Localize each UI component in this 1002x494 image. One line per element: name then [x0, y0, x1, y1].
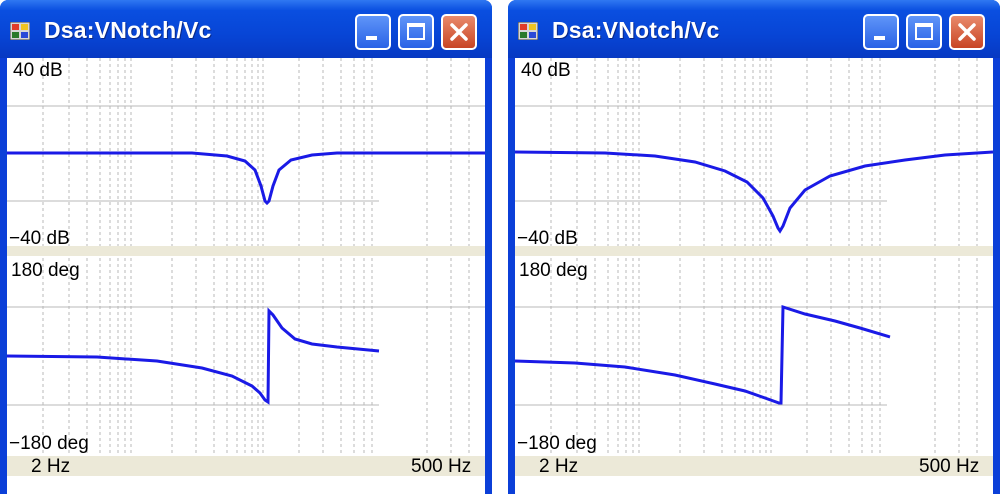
close-icon: [958, 23, 976, 41]
x-axis-band: [7, 456, 485, 476]
close-button[interactable]: [949, 14, 985, 50]
magnitude-trace: [515, 150, 993, 234]
maximize-button[interactable]: [906, 14, 942, 50]
plot-area: 40 dB −40 dB 180 deg −180 deg 2 Hz 500 H…: [515, 58, 993, 494]
pane-separator: [7, 246, 485, 256]
magnitude-min-label: −40 dB: [9, 228, 70, 249]
plot-area: 40 dB −40 dB 180 deg −180 deg 2 Hz 500 H…: [7, 58, 485, 494]
minimize-icon: [366, 36, 377, 40]
minimize-icon: [874, 36, 885, 40]
x-max-label: 500 Hz: [919, 456, 980, 477]
x-max-label: 500 Hz: [411, 456, 472, 477]
magnitude-max-label: 40 dB: [13, 60, 63, 81]
x-min-label: 2 Hz: [31, 456, 71, 477]
maximize-icon: [407, 23, 425, 40]
title-bar[interactable]: Dsa:VNotch/Vc: [0, 0, 492, 58]
bode-plot: [515, 58, 993, 456]
phase-min-label: −180 deg: [9, 433, 89, 454]
app-icon[interactable]: [10, 22, 30, 40]
phase-trace: [7, 307, 380, 405]
close-icon: [450, 23, 468, 41]
magnitude-min-label: −40 dB: [517, 228, 578, 249]
magnitude-max-label: 40 dB: [521, 60, 571, 81]
magnitude-trace: [7, 151, 485, 206]
magnitude-grid: [7, 58, 485, 246]
phase-max-label: 180 deg: [11, 260, 80, 281]
window-title: Dsa:VNotch/Vc: [552, 17, 720, 43]
phase-min-label: −180 deg: [517, 433, 597, 454]
title-bar[interactable]: Dsa:VNotch/Vc: [508, 0, 1000, 58]
bode-window-1: Dsa:VNotch/Vc: [0, 0, 492, 494]
phase-trace: [515, 304, 891, 405]
close-button[interactable]: [441, 14, 477, 50]
x-axis-band: [515, 456, 993, 476]
app-icon[interactable]: [518, 22, 538, 40]
minimize-button[interactable]: [863, 14, 899, 50]
phase-max-label: 180 deg: [519, 260, 588, 281]
minimize-button[interactable]: [355, 14, 391, 50]
phase-grid: [515, 258, 993, 456]
pane-separator: [515, 246, 993, 256]
bode-window-2: Dsa:VNotch/Vc: [508, 0, 1000, 494]
window-title: Dsa:VNotch/Vc: [44, 17, 212, 43]
bode-plot: [7, 58, 485, 456]
maximize-button[interactable]: [398, 14, 434, 50]
maximize-icon: [915, 23, 933, 40]
x-min-label: 2 Hz: [539, 456, 579, 477]
